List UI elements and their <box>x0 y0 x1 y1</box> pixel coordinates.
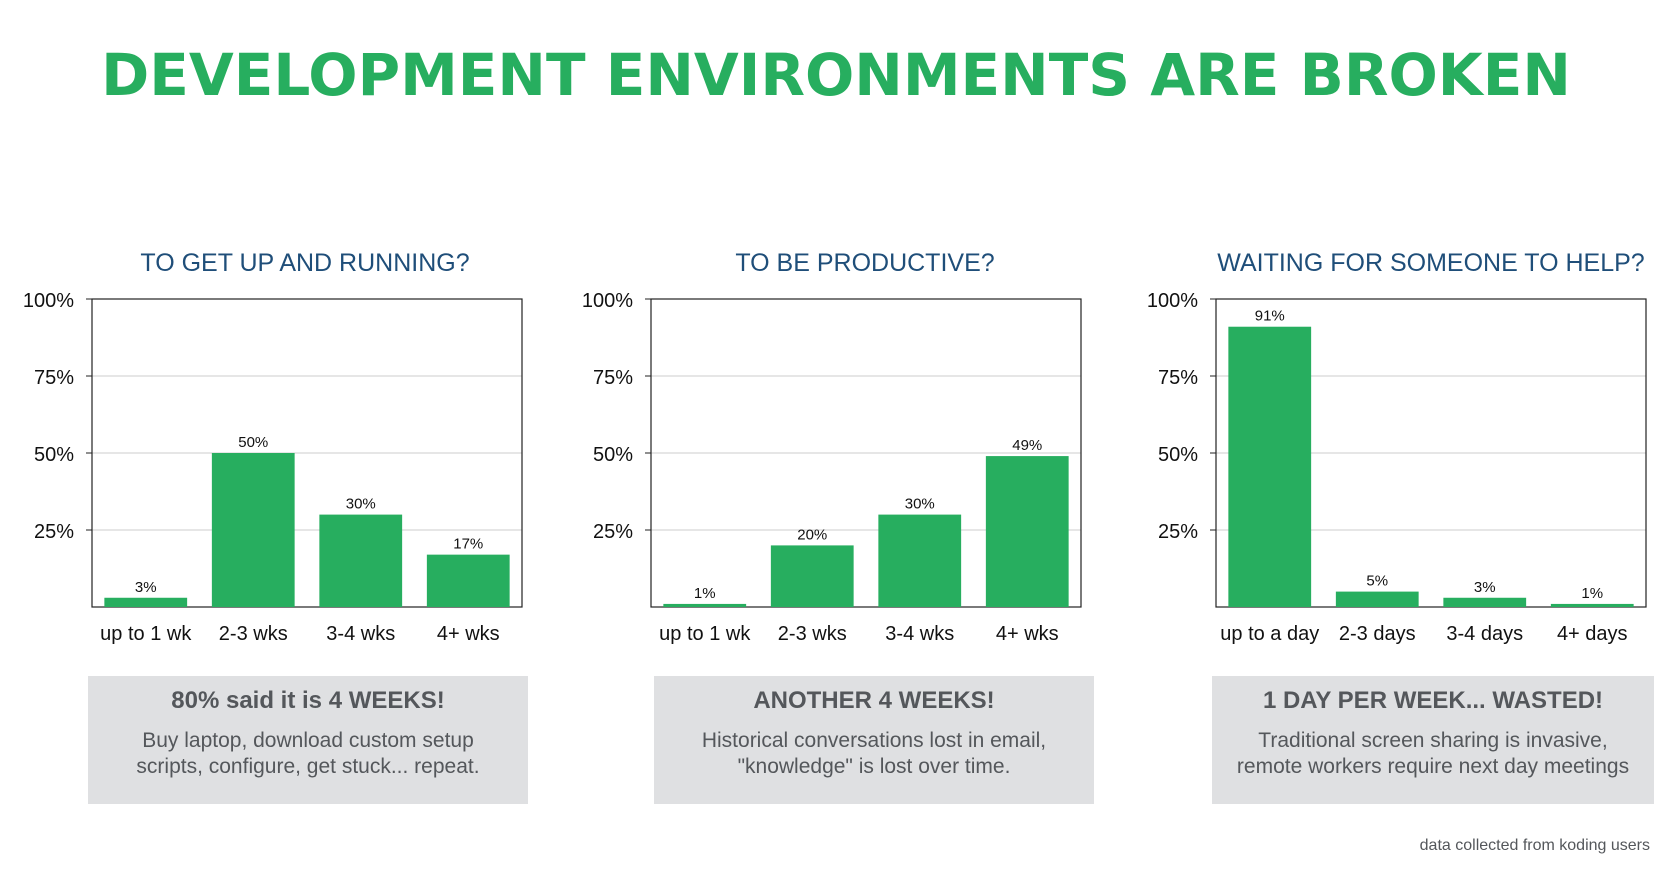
x-tick-label: 3-4 wks <box>885 623 954 645</box>
plot-frame <box>650 298 1082 608</box>
info-text: Buy laptop, download custom setup script… <box>88 728 528 780</box>
info-headline: 1 DAY PER WEEK... WASTED! <box>1262 687 1604 714</box>
chart-panel-2: TO BE PRODUCTIVE? 25% 50% 75% 100% 1% up to 1… <box>558 0 1118 875</box>
data-label: 5% <box>1366 573 1388 590</box>
info-box: 1 DAY PER WEEK... WASTED! Traditional sc… <box>1212 676 1654 804</box>
info-headline: 80% said it is 4 WEEKS! <box>171 687 445 714</box>
x-tick-label: 3-4 wks <box>326 623 395 645</box>
chart-title: TO BE PRODUCTIVE? <box>735 249 995 277</box>
x-tick-label: 4+ wks <box>996 623 1059 645</box>
data-label: 49% <box>1012 437 1042 454</box>
page-title: DEVELOPMENT ENVIRONMENTS ARE BROKEN <box>101 41 1571 109</box>
y-tick-label: 25% <box>1158 521 1198 543</box>
plot-frame <box>91 298 523 608</box>
y-tick-label: 100% <box>582 290 633 312</box>
y-tick-label: 25% <box>593 521 633 543</box>
y-tick-label: 100% <box>1147 290 1198 312</box>
info-box: ANOTHER 4 WEEKS! Historical conversation… <box>654 676 1094 804</box>
chart-title: TO GET UP AND RUNNING? <box>140 249 470 277</box>
bar-chart: 25% 50% 75% 100% 3% up to 1 wk 50% 2-3 wks 30% 3-… <box>23 290 523 645</box>
x-tick-label: up to a day <box>1220 623 1319 645</box>
info-box: 80% said it is 4 WEEKS! Buy laptop, down… <box>88 676 528 804</box>
y-tick-label: 25% <box>34 521 74 543</box>
data-label: 17% <box>453 536 483 553</box>
data-label: 3% <box>1474 579 1496 596</box>
bar <box>1335 591 1419 607</box>
x-tick-label: 4+ days <box>1557 623 1628 645</box>
data-label: 30% <box>905 496 935 513</box>
bar <box>663 603 747 607</box>
info-text-line: scripts, configure, get stuck... repeat. <box>136 755 480 778</box>
x-tick-label: 2-3 days <box>1339 623 1416 645</box>
footnote: data collected from koding users <box>1419 837 1650 854</box>
bar <box>211 453 295 607</box>
data-label: 1% <box>694 585 716 602</box>
bar <box>985 456 1069 607</box>
info-text-line: Buy laptop, download custom setup <box>142 729 474 752</box>
bar <box>1550 603 1634 607</box>
info-text-line: Historical conversations lost in email, <box>701 729 1047 752</box>
data-label: 50% <box>238 434 268 451</box>
y-tick-label: 75% <box>1158 367 1198 389</box>
chart-title: WAITING FOR SOMEONE TO HELP? <box>1217 249 1645 277</box>
y-tick-label: 100% <box>23 290 74 312</box>
x-tick-label: up to 1 wk <box>659 623 751 645</box>
bar <box>319 514 403 607</box>
bar <box>770 545 854 607</box>
data-label: 20% <box>797 526 827 543</box>
data-label: 1% <box>1581 585 1603 602</box>
data-label: 30% <box>346 496 376 513</box>
chart-panel-3: WAITING FOR SOMEONE TO HELP? 25% 50% 75% 10… <box>1124 0 1672 875</box>
data-label: 91% <box>1255 308 1285 325</box>
info-headline: ANOTHER 4 WEEKS! <box>753 687 995 714</box>
info-text-line: Traditional screen sharing is invasive, <box>1258 729 1608 752</box>
bar-chart: 25% 50% 75% 100% 1% up to 1 wk 20% 2-3 wks 30% 3-… <box>582 290 1082 645</box>
y-tick-label: 50% <box>1158 444 1198 466</box>
chart-panel-1: TO GET UP AND RUNNING? 25% 50% 75% 100% 3% up… <box>0 0 560 875</box>
info-text-line: remote workers require next day meetings <box>1236 755 1630 778</box>
y-tick-label: 50% <box>593 444 633 466</box>
bar <box>878 514 962 607</box>
info-text: Traditional screen sharing is invasive, … <box>1212 728 1654 780</box>
bar <box>1443 597 1527 607</box>
x-tick-label: 2-3 wks <box>778 623 847 645</box>
bar <box>1228 326 1312 607</box>
bar <box>104 597 188 607</box>
y-tick-label: 50% <box>34 444 74 466</box>
y-tick-label: 75% <box>593 367 633 389</box>
data-label: 3% <box>135 579 157 596</box>
x-tick-label: up to 1 wk <box>100 623 192 645</box>
plot-frame <box>1215 298 1647 608</box>
x-tick-label: 2-3 wks <box>219 623 288 645</box>
info-text-line: "knowledge" is lost over time. <box>737 755 1011 778</box>
bar <box>426 554 510 607</box>
x-tick-label: 3-4 days <box>1446 623 1523 645</box>
bar-chart: 25% 50% 75% 100% 91% up to a day 5% 2-3 days 3% 3… <box>1147 290 1647 645</box>
info-text: Historical conversations lost in email, … <box>654 728 1094 780</box>
x-tick-label: 4+ wks <box>437 623 500 645</box>
y-tick-label: 75% <box>34 367 74 389</box>
